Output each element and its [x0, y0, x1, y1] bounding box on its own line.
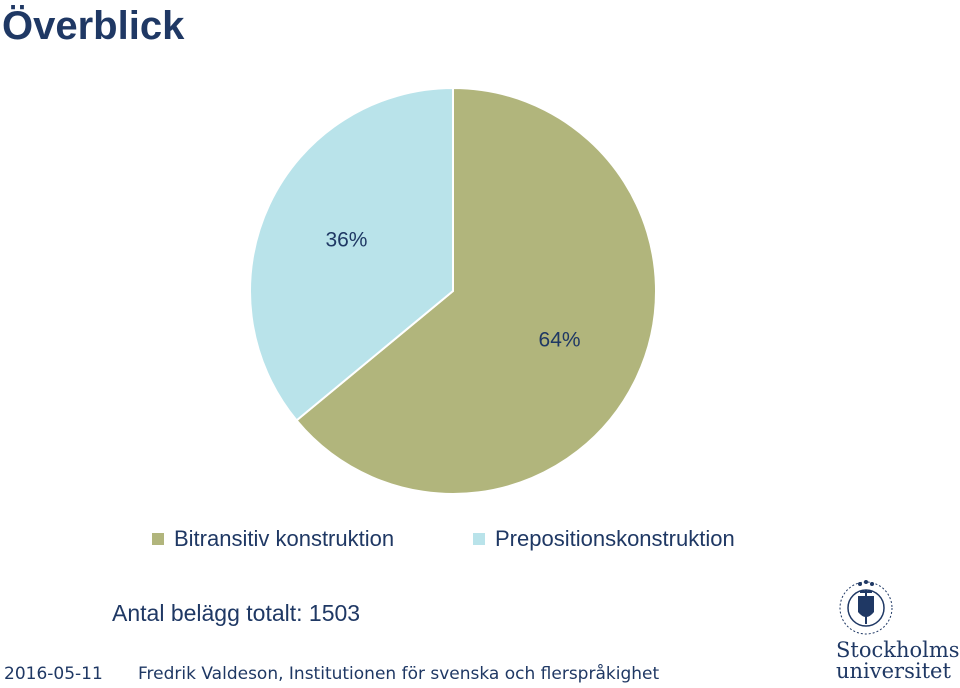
slide-title: Överblick	[2, 4, 185, 48]
pie-chart: 64% 36%	[249, 86, 657, 495]
university-wordmark: Stockholms universitet	[836, 640, 960, 682]
wordmark-line-2: universitet	[836, 659, 951, 683]
university-seal-logo	[839, 580, 893, 635]
pie-slice-1	[249, 86, 454, 422]
pie-slice-0	[295, 86, 657, 495]
wordmark-line-1: Stockholms	[836, 638, 960, 662]
legend-swatch-bitransitiv	[152, 533, 164, 545]
legend-label-bitransitiv: Bitransitiv konstruktion	[174, 526, 395, 551]
legend-label-preposition: Prepositionskonstruktion	[495, 526, 735, 551]
footer-author: Fredrik Valdeson, Institutionen för sven…	[138, 664, 660, 684]
legend-swatch-preposition	[473, 533, 485, 545]
legend-item-bitransitiv: Bitransitiv konstruktion	[152, 524, 394, 554]
total-count: Antal belägg totalt: 1503	[112, 600, 361, 626]
pie-slice-label-1: 36%	[325, 228, 367, 251]
legend-item-preposition: Prepositionskonstruktion	[473, 524, 735, 554]
footer-date: 2016-05-11	[4, 664, 103, 684]
pie-slice-label-0: 64%	[539, 329, 581, 352]
